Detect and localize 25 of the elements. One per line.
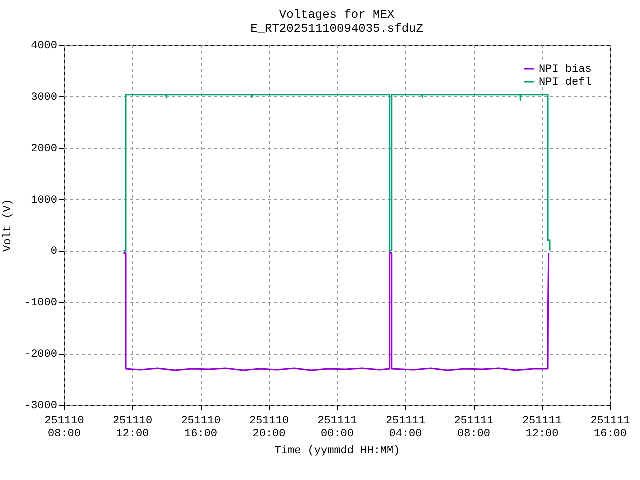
x-tick-label: 251111 12:00 bbox=[522, 416, 562, 440]
y-tick-label: 0 bbox=[50, 246, 58, 258]
y-tick-label: 3000 bbox=[31, 92, 58, 104]
y-tick-label: 4000 bbox=[31, 40, 58, 52]
y-tick-label: -1000 bbox=[24, 298, 58, 310]
legend-label: NPI bias bbox=[539, 64, 592, 76]
x-tick-label: 251111 00:00 bbox=[318, 416, 358, 440]
line-series bbox=[122, 94, 551, 252]
x-tick-label: 251111 08:00 bbox=[454, 416, 494, 440]
chart-subtitle: E_RT20251110094035.sfduZ bbox=[250, 22, 424, 36]
legend-label: NPI defl bbox=[539, 77, 592, 89]
y-tick-label: -3000 bbox=[24, 400, 58, 412]
x-tick-label: 251111 04:00 bbox=[386, 416, 426, 440]
x-tick-label: 251110 16:00 bbox=[181, 416, 221, 440]
chart-title: Voltages for MEX bbox=[279, 8, 395, 22]
y-tick-label: 2000 bbox=[31, 143, 58, 156]
x-tick-label: 251110 20:00 bbox=[249, 416, 290, 440]
x-tick-label: 251110 12:00 bbox=[112, 416, 153, 440]
line-series bbox=[122, 252, 550, 372]
y-tick-label: 1000 bbox=[31, 194, 58, 207]
x-tick-label: 251110 08:00 bbox=[44, 416, 84, 440]
y-tick-label: -2000 bbox=[24, 349, 58, 362]
x-axis-title: Time (yymmdd HH:MM) bbox=[274, 446, 400, 458]
x-tick-label: 251111 16:00 bbox=[590, 416, 631, 440]
y-axis-title: Volt (V) bbox=[2, 199, 14, 252]
